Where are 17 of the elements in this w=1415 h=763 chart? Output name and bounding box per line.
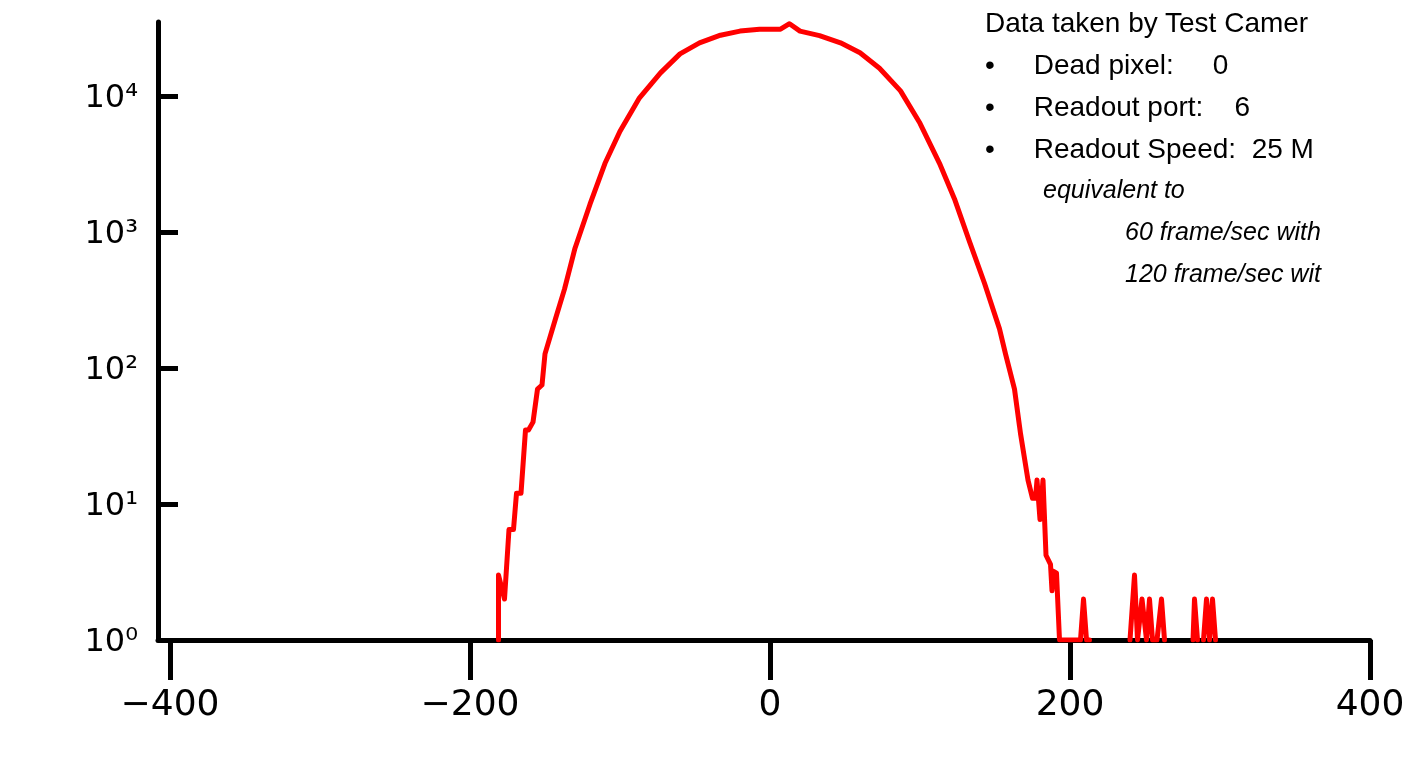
y-tick-label: 10⁰ (84, 621, 138, 659)
y-tick-label: 10³ (84, 213, 138, 251)
y-tick-label: 10² (84, 349, 138, 387)
x-tick-label: 0 (758, 681, 782, 723)
annotation: • Readout port: 6 (985, 90, 1251, 122)
annotation: equivalent to (1043, 174, 1185, 203)
annotation: 120 frame/sec wit (1125, 258, 1322, 287)
y-tick-label: 10⁴ (84, 76, 138, 115)
x-tick-label: 200 (1035, 681, 1105, 723)
annotation: Data taken by Test Camer (985, 6, 1309, 38)
annotation: • Dead pixel: 0 (985, 48, 1229, 80)
x-tick-label: 400 (1335, 681, 1405, 723)
annotation: • Readout Speed: 25 M (985, 132, 1314, 164)
y-tick-label: 10¹ (84, 485, 138, 523)
x-tick-label: −200 (420, 681, 520, 723)
annotation: 60 frame/sec with (1125, 216, 1321, 245)
x-tick-label: −400 (120, 681, 220, 723)
